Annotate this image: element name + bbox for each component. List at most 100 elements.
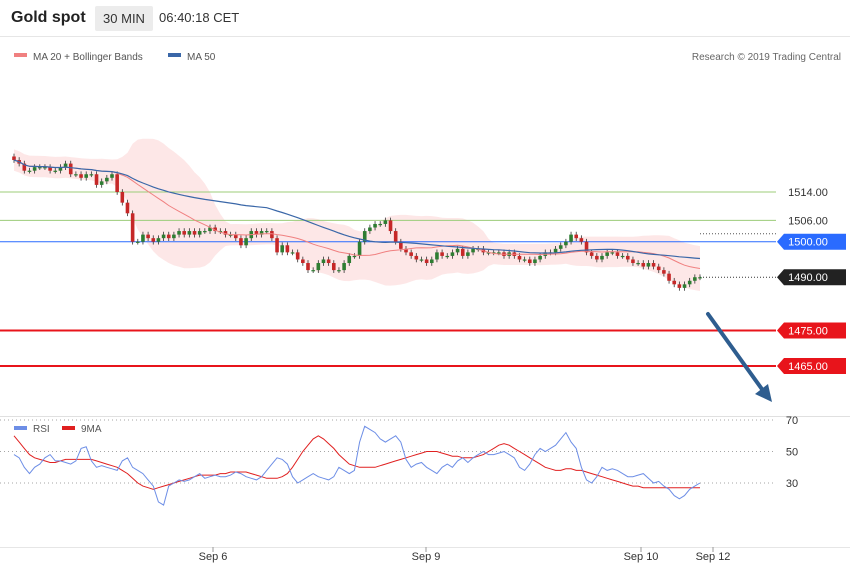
price-tag-pivot [777, 233, 846, 250]
candle-body [584, 241, 589, 253]
price-label-target: 1475.00 [788, 325, 828, 337]
candle-body [166, 234, 171, 239]
candle-body [615, 252, 620, 256]
candle-body [270, 231, 274, 239]
candle-body [125, 202, 130, 214]
rsi-line [13, 425, 701, 506]
candle-body [110, 174, 114, 178]
candle-body [600, 255, 604, 260]
candle-body [347, 255, 352, 264]
candle-body [58, 167, 63, 171]
price-label-target: 1465.00 [788, 361, 828, 373]
candle-body [383, 220, 388, 224]
rsi-tick-label: 70 [786, 415, 798, 427]
candle-body [130, 213, 135, 242]
candle-body [610, 252, 615, 254]
candle-body [620, 255, 625, 258]
timestamp: 06:40:18 CET [159, 10, 240, 25]
price-tag-target [777, 358, 846, 374]
candle-body [429, 259, 434, 264]
candle-body [306, 263, 310, 271]
ma20-line [13, 159, 701, 269]
rsi-panel: 30 50 70 [0, 415, 798, 506]
candle-body [631, 259, 635, 264]
ma50-line [13, 159, 701, 260]
candle-body [285, 245, 290, 253]
instrument-title: Gold spot [11, 9, 86, 26]
x-tick-label: Sep 6 [199, 551, 228, 563]
candle-body [146, 234, 150, 239]
candle-body [48, 167, 52, 171]
bollinger-band [14, 138, 700, 291]
candle-body [331, 263, 336, 271]
candle-body [527, 259, 532, 264]
candle-body [68, 163, 73, 175]
candle-body [74, 174, 78, 176]
candle-body [662, 270, 666, 274]
candle-body [460, 248, 465, 256]
candle-body [223, 231, 228, 235]
candle-body [12, 156, 16, 161]
candle-body [667, 273, 671, 281]
candle-body [342, 263, 346, 271]
ma50-legend-label: MA 50 [187, 52, 216, 63]
price-label-pivot: 1500.00 [788, 237, 828, 249]
x-tick-label: Sep 12 [696, 551, 731, 563]
candle-body [233, 234, 238, 239]
price-levels [0, 191, 776, 367]
candle-body [399, 241, 403, 249]
candle-body [192, 231, 197, 235]
candle-body [264, 231, 269, 233]
candle-body [79, 174, 83, 178]
candle-body [522, 259, 527, 261]
candle-body [533, 259, 537, 264]
candle-body [651, 263, 656, 267]
candle-body [414, 255, 419, 260]
candle-body [693, 277, 697, 281]
candle-body [352, 255, 357, 258]
candle-body [151, 238, 156, 242]
x-axis: Sep 6 Sep 9 Sep 10 Sep 12 [199, 547, 731, 563]
candle-body [455, 248, 460, 253]
candle-body [393, 231, 398, 242]
candle-body [388, 220, 393, 232]
candle-body [22, 163, 27, 171]
candle-body [368, 227, 372, 232]
price-label-resistance: 1514.00 [788, 187, 828, 199]
price-labels: 1514.00 1506.00 1500.00 1490.00 1475.00 1465.… [777, 187, 846, 374]
rsi-legend-label: RSI [33, 424, 50, 435]
candle-body [553, 248, 558, 253]
candle-body [182, 231, 187, 235]
ma20-legend-swatch [14, 53, 27, 57]
candle-body [579, 238, 584, 242]
candle-body [445, 255, 450, 258]
candle-body [362, 231, 367, 242]
candle-body [595, 255, 599, 260]
price-chart: MA 20 + Bollinger Bands MA 50 Research ©… [0, 36, 850, 563]
projection-arrow [706, 312, 772, 402]
candle-body [569, 234, 573, 242]
candle-body [37, 167, 42, 169]
candle-body [187, 231, 192, 235]
candle-body [301, 259, 305, 264]
candle-body [466, 252, 470, 256]
rsi-ma-line [13, 435, 700, 490]
candle-body [605, 252, 609, 256]
candle-body [105, 177, 109, 182]
candle-body [687, 280, 692, 285]
timeframe-button[interactable]: 30 MIN [95, 6, 153, 31]
candle-body [486, 252, 491, 254]
candle-body [213, 227, 217, 232]
candle-body [208, 227, 212, 232]
candle-body [94, 174, 99, 185]
candle-body [574, 234, 579, 239]
candle-body [43, 167, 47, 169]
candle-body [378, 223, 383, 226]
candle-body [538, 255, 542, 260]
candle-body [337, 270, 341, 272]
candle-body [682, 284, 687, 288]
chart-header: Gold spot 30 MIN 06:40:18 CET [0, 0, 850, 36]
candle-body [698, 277, 702, 279]
rsi-tick-label: 50 [786, 447, 798, 459]
candle-body [625, 255, 630, 260]
